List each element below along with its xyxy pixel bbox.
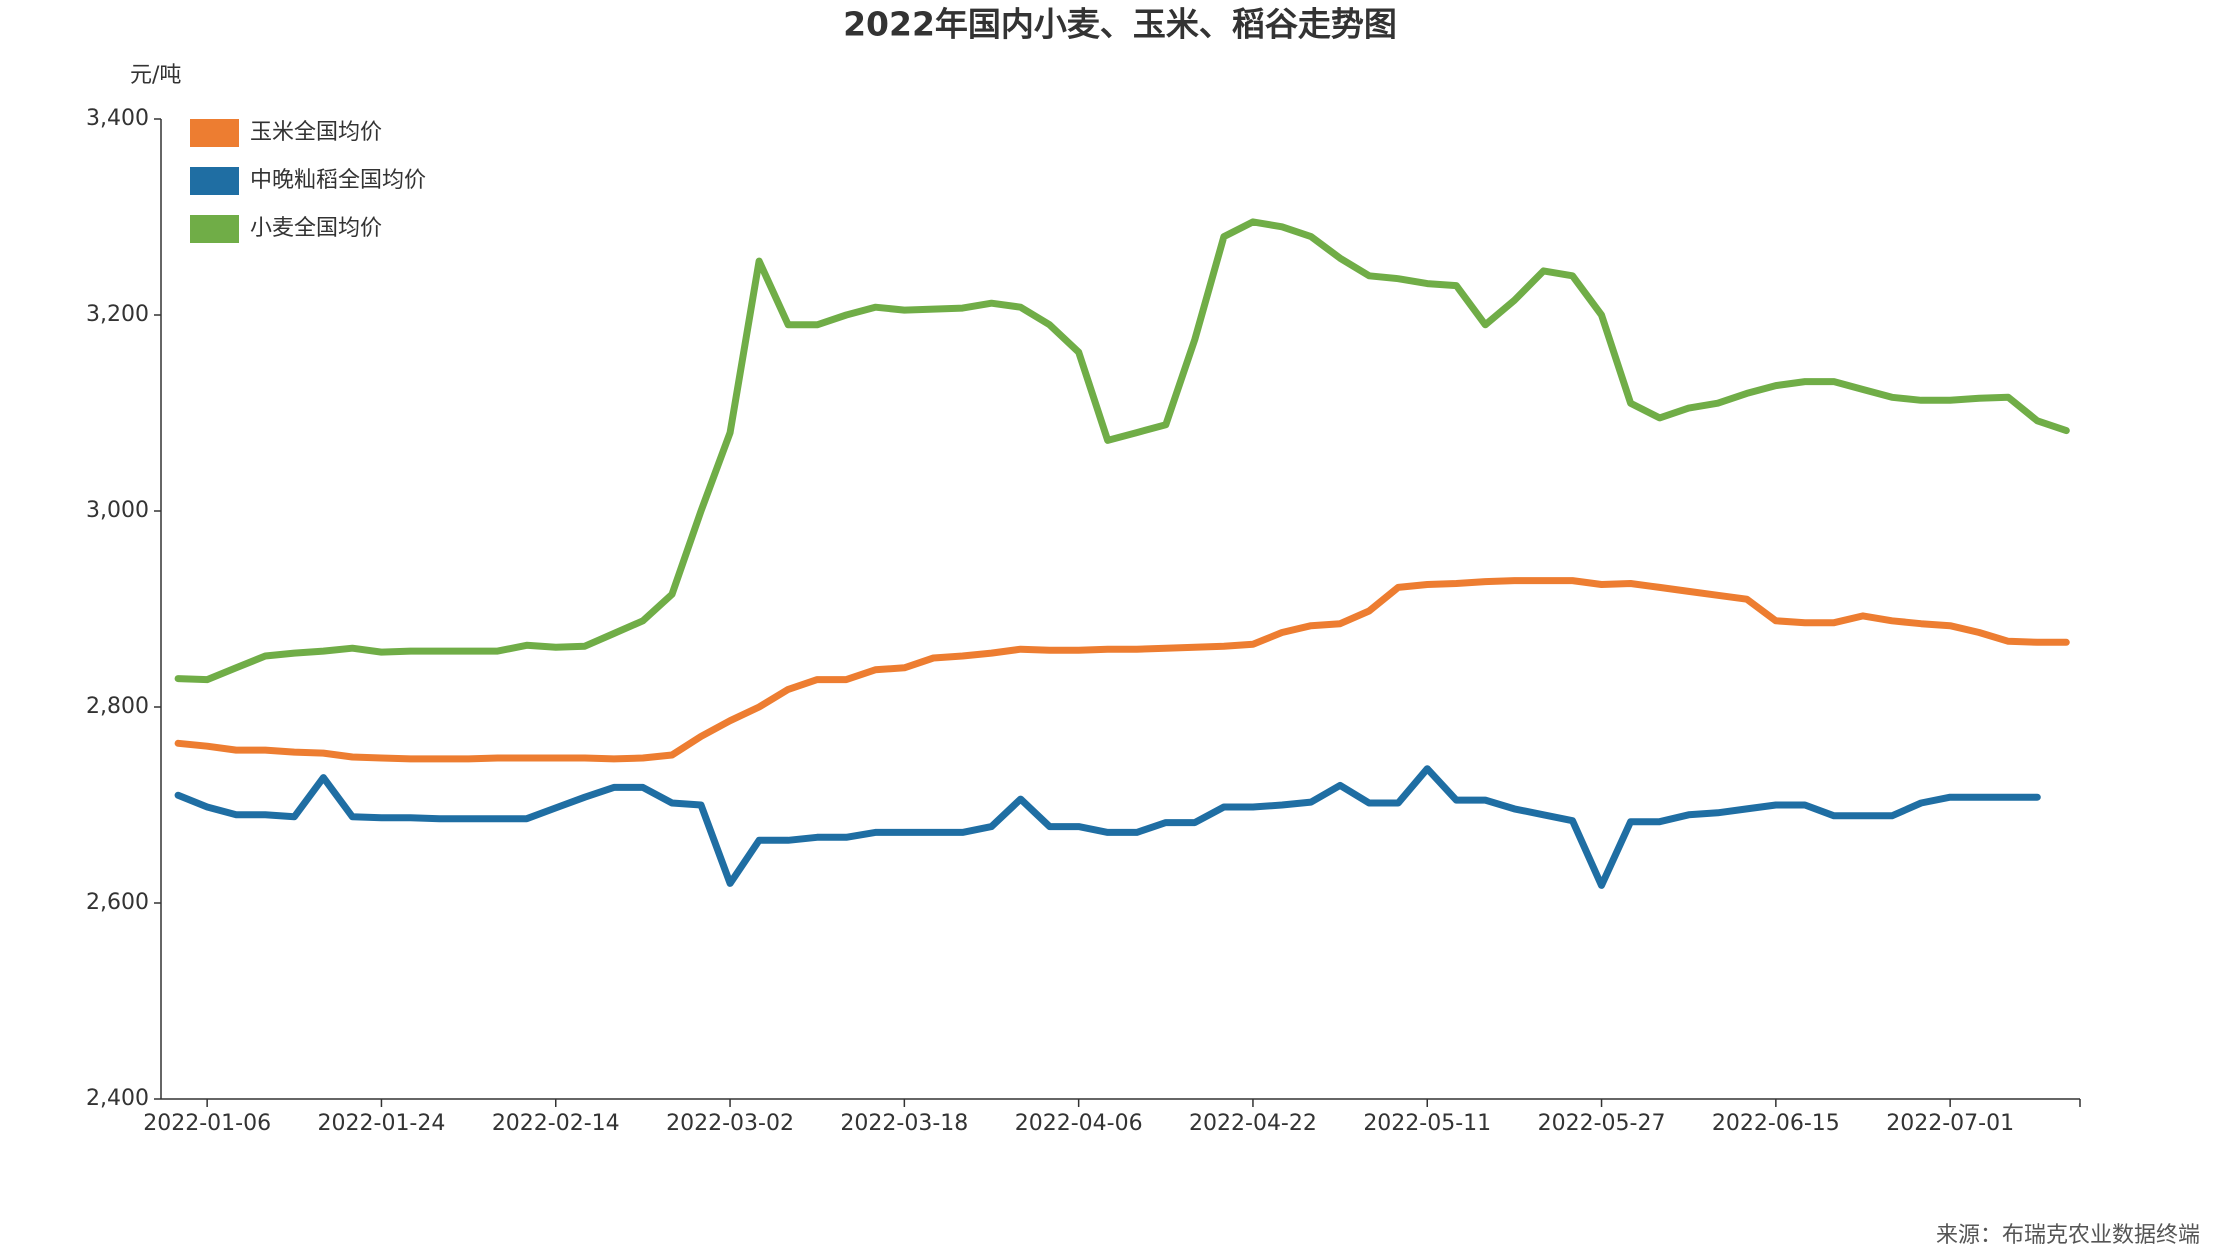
y-tick-label: 3,200 [86,302,149,327]
y-tick-label: 2,400 [86,1086,149,1111]
legend-swatch [190,167,239,195]
legend-swatch [190,215,239,243]
x-tick-label: 2022-06-15 [1712,1111,1840,1136]
y-tick-label: 2,600 [86,890,149,915]
y-axis-label: 元/吨 [130,63,181,88]
series-line [174,765,2041,889]
y-tick-label: 2,800 [86,694,149,719]
x-tick-label: 2022-05-27 [1538,1111,1666,1136]
x-tick-label: 2022-02-14 [492,1111,620,1136]
legend-label: 中晚籼稻全国均价 [250,168,426,193]
y-tick-label: 3,000 [86,498,149,523]
x-tick-label: 2022-01-24 [318,1111,446,1136]
legend-label: 小麦全国均价 [250,216,382,241]
x-tick-label: 2022-03-18 [840,1111,968,1136]
legend-swatch [190,119,239,147]
series-line [174,577,2070,763]
legend-label: 玉米全国均价 [250,120,382,145]
x-tick-label: 2022-04-22 [1189,1111,1317,1136]
source-note: 来源：布瑞克农业数据终端 [1936,1223,2200,1248]
y-tick-label: 3,400 [86,106,149,131]
x-tick-label: 2022-01-06 [143,1111,271,1136]
x-tick-label: 2022-05-11 [1363,1111,1491,1136]
x-tick-label: 2022-04-06 [1015,1111,1143,1136]
x-tick-label: 2022-03-02 [666,1111,794,1136]
x-tick-label: 2022-07-01 [1886,1111,2014,1136]
chart-title: 2022年国内小麦、玉米、稻谷走势图 [843,5,1397,44]
series-line [174,218,2070,684]
